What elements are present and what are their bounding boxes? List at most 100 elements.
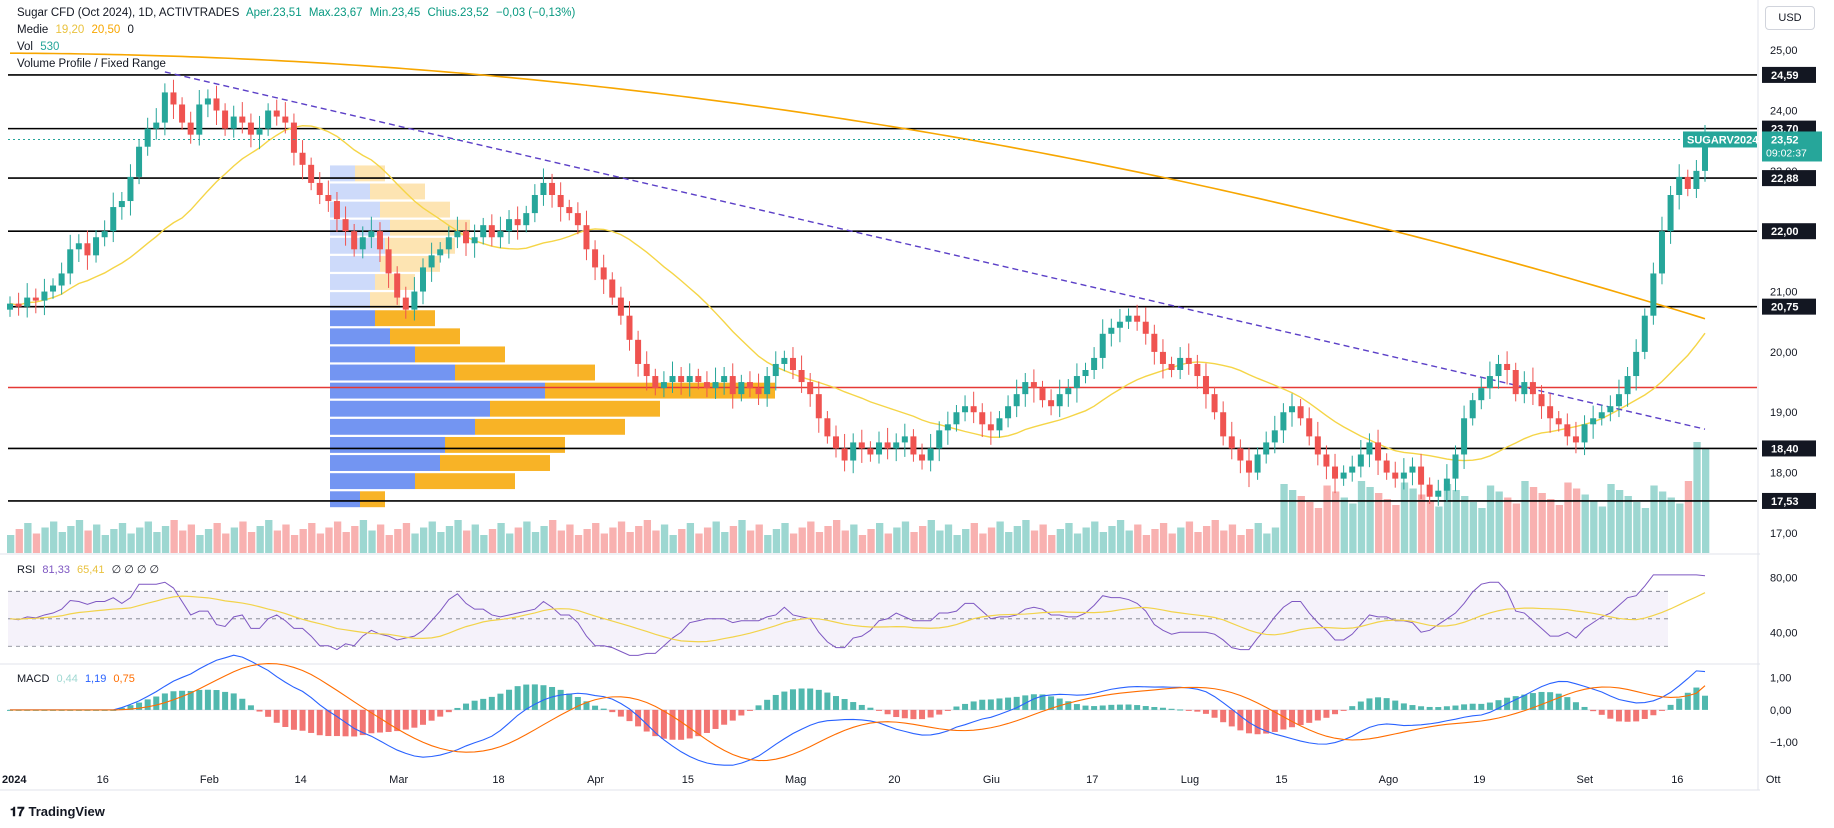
candle-body xyxy=(1030,382,1037,389)
macd-histogram-bar xyxy=(1134,705,1141,710)
candle-body xyxy=(1332,466,1339,479)
macd-histogram-bar xyxy=(118,707,125,710)
volume-bar xyxy=(1684,481,1693,553)
volume-bar xyxy=(1426,500,1434,553)
macd-histogram-bar xyxy=(1151,707,1158,710)
legend-vol-row[interactable]: Vol 530 xyxy=(17,41,63,53)
candle-body xyxy=(127,176,134,202)
macd-histogram-bar xyxy=(540,685,547,710)
level-label: 22,00 xyxy=(1771,226,1799,238)
candle-body xyxy=(1323,454,1330,467)
volume-bar xyxy=(239,521,247,553)
x-tick-label: Ott xyxy=(1766,774,1781,786)
volume-bar xyxy=(996,521,1004,553)
candle-body xyxy=(738,382,745,395)
volume-bar xyxy=(333,521,342,553)
candle-body xyxy=(1151,333,1158,352)
volume-profile-up-bar xyxy=(330,274,375,290)
ma-fast-value: 19,20 xyxy=(55,24,85,36)
x-tick-label: 15 xyxy=(682,774,694,786)
candle-body xyxy=(1538,394,1545,407)
volume-bar xyxy=(703,527,712,553)
currency-button[interactable]: USD xyxy=(1765,6,1815,30)
macd-histogram-bar xyxy=(901,709,908,719)
volume-bar xyxy=(600,533,608,553)
legend-vp-row[interactable]: Volume Profile / Fixed Range xyxy=(17,58,170,70)
candle-body xyxy=(153,122,160,129)
candle-body xyxy=(1177,357,1184,370)
volume-bar xyxy=(1443,484,1452,553)
candle-body xyxy=(962,406,969,413)
macd-histogram-bar xyxy=(1013,696,1020,710)
candle-body xyxy=(1306,418,1313,437)
macd-histogram-bar xyxy=(1486,702,1493,710)
macd-histogram-bar xyxy=(1392,700,1399,710)
candle-body xyxy=(635,339,642,364)
volume-bar xyxy=(1245,529,1254,553)
volume-bar xyxy=(1297,496,1305,553)
macd-histogram-bar xyxy=(695,709,702,737)
legend-macd-row[interactable]: MACD 0,44 1,19 0,75 xyxy=(17,673,139,685)
macd-histogram-bar xyxy=(1641,709,1648,719)
candle-body xyxy=(807,382,814,395)
candle-body xyxy=(789,357,796,370)
macd-histogram-bar xyxy=(1667,704,1674,710)
macd-histogram-bar xyxy=(798,688,805,710)
candle-body xyxy=(419,267,426,292)
level-label: 18,40 xyxy=(1771,443,1799,455)
volume-bar xyxy=(1099,532,1108,553)
volume-bar xyxy=(411,533,419,553)
volume-bar xyxy=(746,530,755,553)
x-tick-label: Mar xyxy=(389,774,408,786)
volume-bar xyxy=(1151,529,1159,553)
volume-bar xyxy=(1065,523,1073,553)
volume-bar xyxy=(428,521,436,553)
volume-bar xyxy=(1607,484,1615,553)
candle-body xyxy=(1263,442,1270,455)
volume-bar xyxy=(368,530,376,553)
macd-label: MACD xyxy=(17,673,50,685)
volume-profile-down-bar xyxy=(375,310,435,327)
macd-histogram-bar xyxy=(566,693,573,710)
candle-body xyxy=(1073,376,1080,389)
macd-histogram-bar xyxy=(506,689,513,710)
candle-body xyxy=(531,195,538,214)
candle-body xyxy=(746,382,753,389)
candle-body xyxy=(161,92,168,123)
volume-profile-up-bar xyxy=(330,418,475,435)
volume-bar xyxy=(1615,490,1624,553)
level-label-bg xyxy=(1762,492,1816,509)
volume-bar xyxy=(1667,497,1675,553)
candle-body xyxy=(1452,454,1459,479)
symbol-tag-bg xyxy=(1683,131,1757,148)
rsi-label: RSI xyxy=(17,564,36,576)
legend-ma-row[interactable]: Medie 19,20 20,50 0 xyxy=(17,24,138,36)
volume-bar xyxy=(987,527,996,553)
volume-bar xyxy=(1349,503,1357,553)
candle-body xyxy=(239,116,246,123)
tradingview-logo[interactable]: 𝟏𝟕 TradingView xyxy=(10,804,105,820)
candle-body xyxy=(394,273,401,298)
macd-histogram-bar xyxy=(480,698,487,710)
x-tick-label: Giu xyxy=(983,774,1000,786)
candle-body xyxy=(1271,430,1278,443)
close-value: Chius.23,52 xyxy=(427,7,489,19)
macd-histogram-bar xyxy=(204,689,211,710)
volume-bar xyxy=(1486,485,1495,553)
macd-histogram-bar xyxy=(1478,703,1485,710)
candle-body xyxy=(1297,406,1304,419)
macd-histogram-bar xyxy=(686,709,693,739)
candle-body xyxy=(1357,454,1364,467)
macd-histogram-bar xyxy=(1142,706,1149,710)
legend-rsi-row[interactable]: RSI 81,33 65,41 ∅ ∅ ∅ ∅ xyxy=(17,563,163,576)
volume-bar xyxy=(669,535,677,553)
macd-histogram-bar xyxy=(1185,709,1192,711)
level-label: 20,75 xyxy=(1771,302,1799,314)
candle-body xyxy=(729,376,736,395)
volume-bar xyxy=(394,529,402,553)
macd-histogram-bar xyxy=(179,690,186,710)
macd-histogram-bar xyxy=(514,686,521,710)
candle-body xyxy=(282,116,289,123)
macd-histogram-bar xyxy=(876,709,883,711)
